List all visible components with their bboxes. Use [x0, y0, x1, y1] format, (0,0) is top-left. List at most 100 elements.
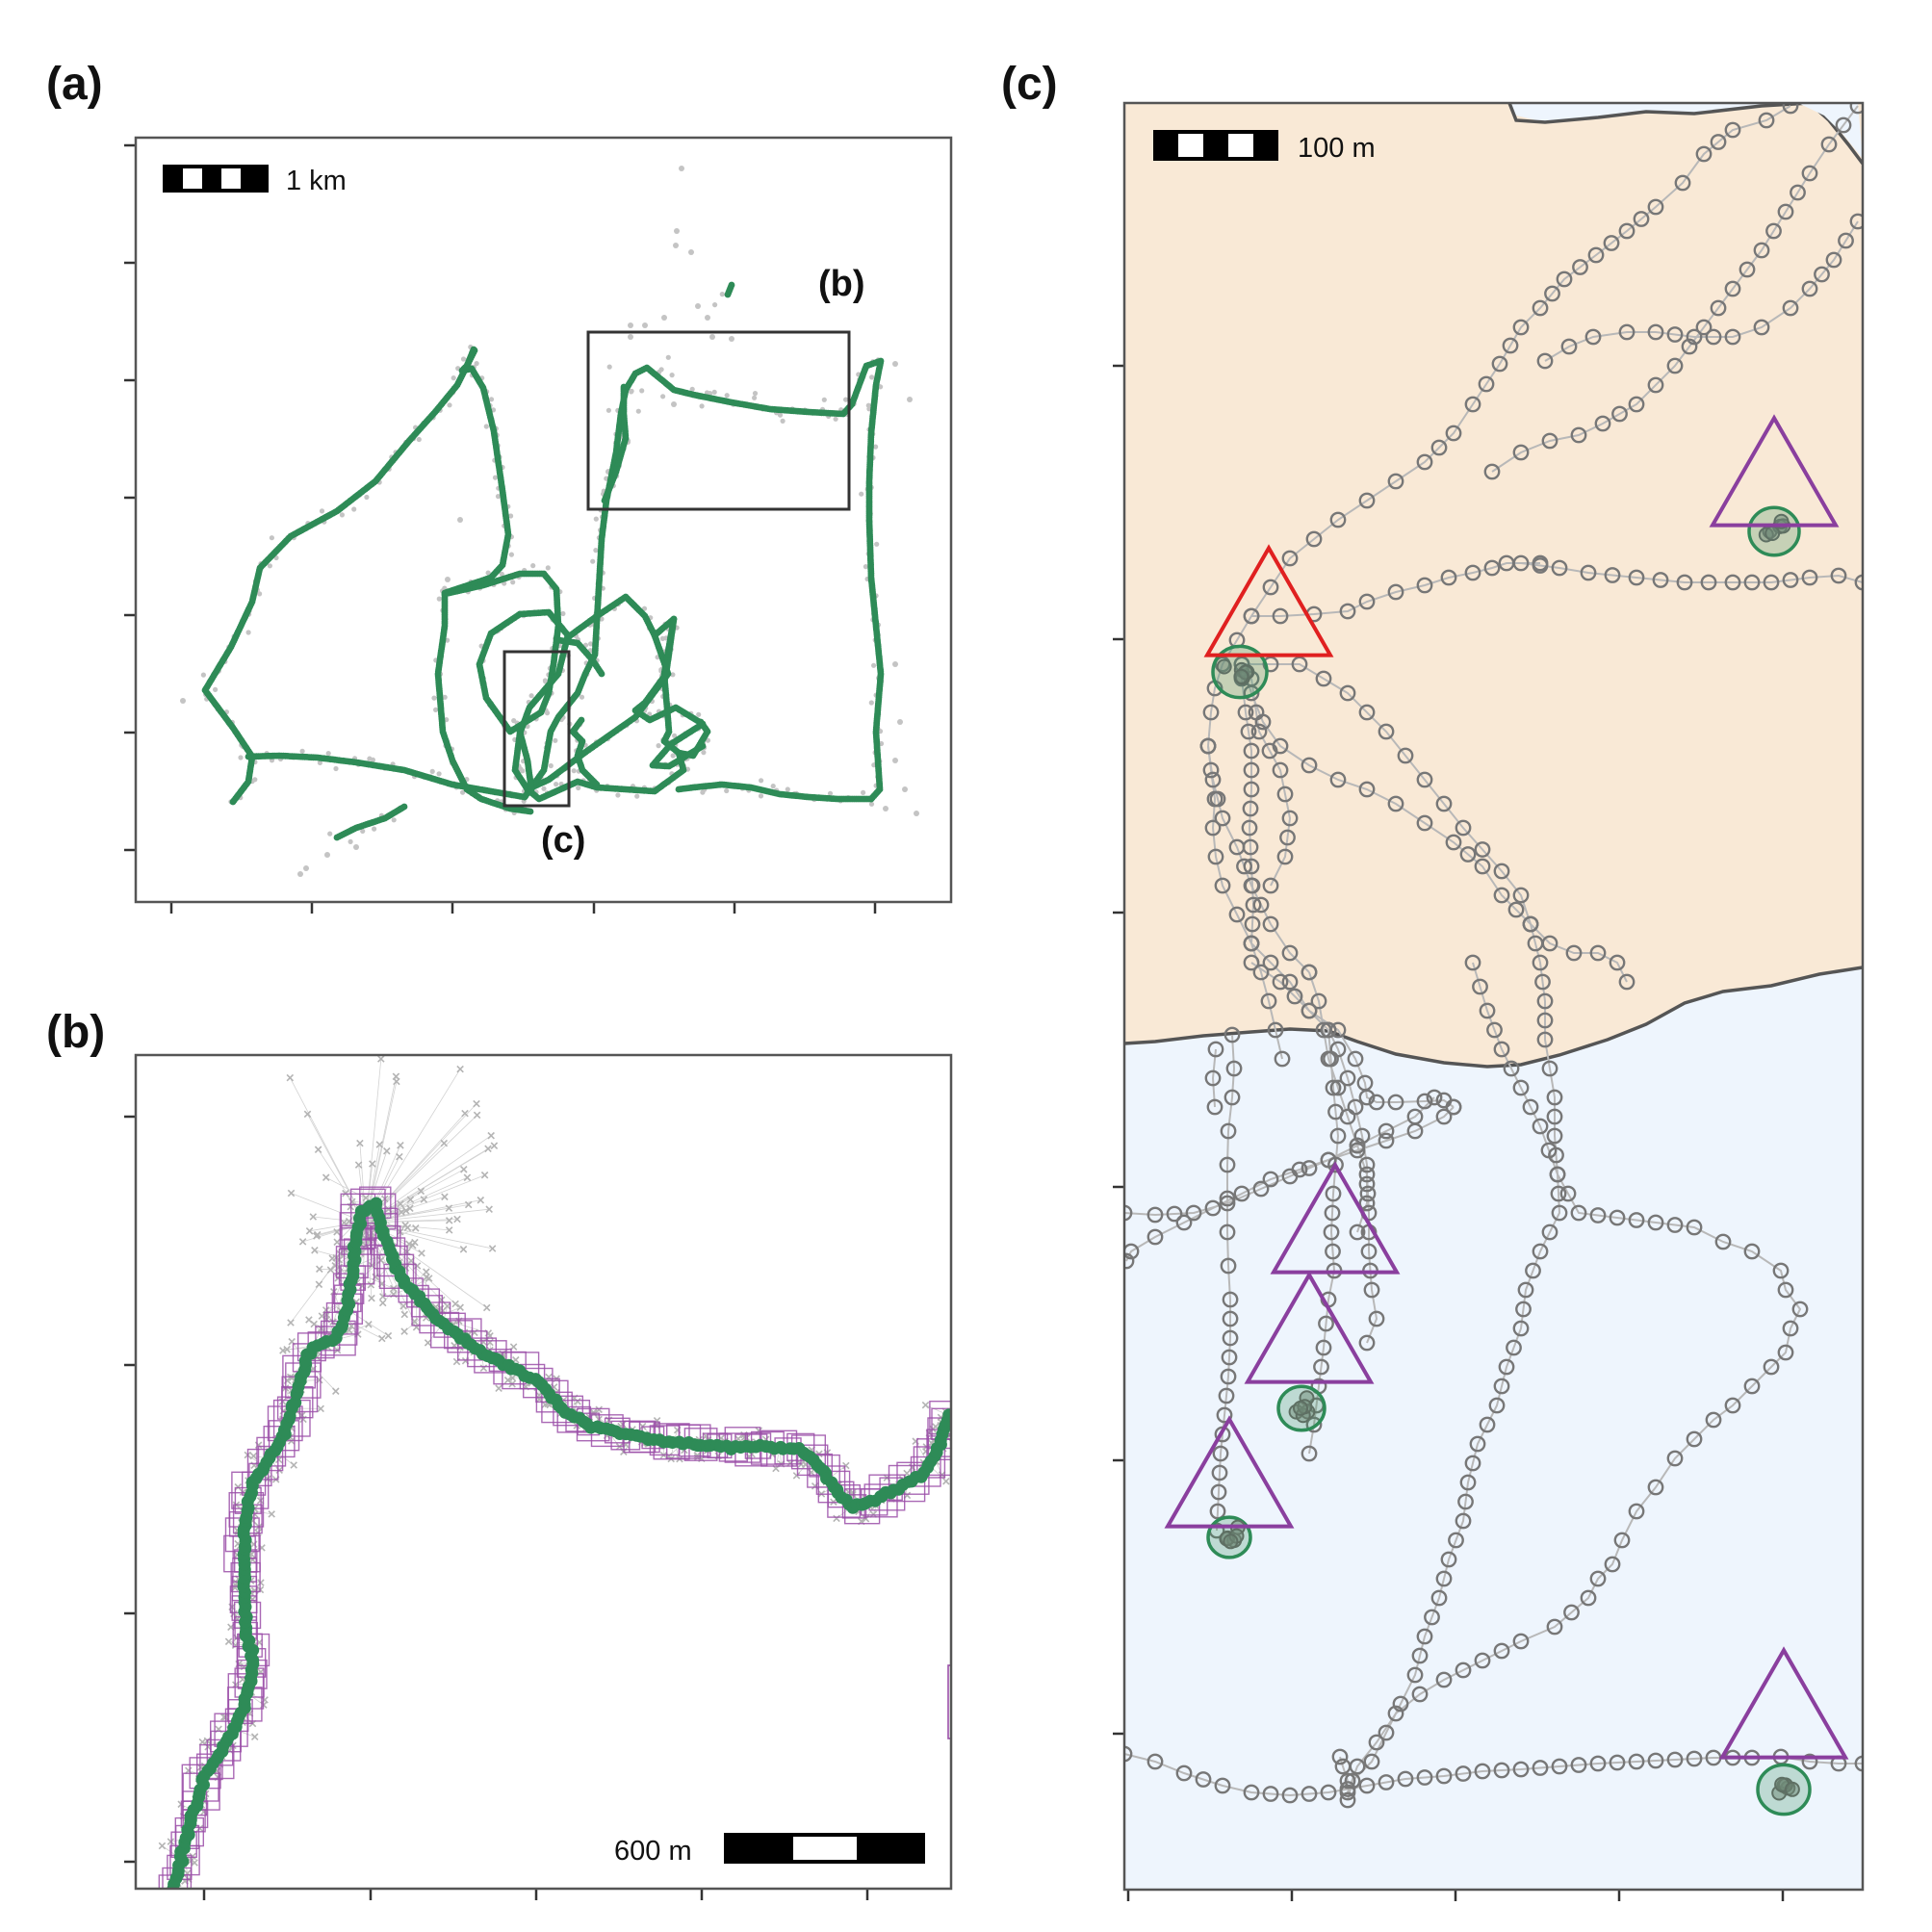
- raw-fix-cross: [490, 1142, 499, 1149]
- fix-circle: [1512, 1761, 1530, 1778]
- raw-fix-point: [391, 817, 397, 823]
- fix-circle: [1435, 1570, 1453, 1587]
- raw-fix-cross: [397, 1142, 404, 1149]
- fix-circle: [1628, 569, 1645, 586]
- fix-circle: [1416, 814, 1433, 832]
- error-box: [553, 1395, 584, 1427]
- fix-circle: [1291, 656, 1308, 673]
- fix-circle: [1512, 319, 1530, 336]
- raw-fix-cross: [362, 1194, 370, 1202]
- fix-circle: [1378, 1774, 1395, 1790]
- fix-circle: [1445, 834, 1462, 851]
- raw-fix-point: [238, 755, 244, 760]
- fix-circle: [1358, 1175, 1376, 1193]
- raw-fix-point: [579, 694, 585, 700]
- raw-fix-cross: [195, 1824, 204, 1833]
- raw-fix-point: [599, 616, 605, 622]
- raw-fix-point: [372, 826, 377, 832]
- fix-circle: [1464, 564, 1481, 581]
- raw-fix-point: [606, 364, 612, 370]
- raw-fix-cross: [377, 1055, 385, 1063]
- raw-fix-point: [892, 758, 898, 763]
- raw-fix-point: [868, 801, 875, 807]
- raw-fix-point: [759, 778, 764, 784]
- raw-fix-cross: [305, 1227, 314, 1235]
- fix-circle: [1724, 574, 1741, 591]
- raw-fix-cross: [400, 1327, 408, 1335]
- fix-circle: [1753, 242, 1770, 259]
- fix-circle: [1243, 781, 1260, 798]
- raw-fix-point: [642, 322, 648, 328]
- raw-fix-point: [445, 577, 451, 582]
- fix-circle: [1242, 800, 1259, 817]
- fix-circle: [1714, 1233, 1732, 1250]
- raw-fix-cross: [167, 1838, 175, 1845]
- panel-c-water-top: [1521, 103, 1863, 159]
- raw-fix-point: [588, 641, 594, 647]
- fix-circle: [1243, 954, 1260, 971]
- raw-fix-point: [545, 565, 551, 571]
- fix-circle: [1483, 559, 1501, 577]
- fix-circle: [1464, 396, 1481, 413]
- fix-circle: [1763, 574, 1780, 591]
- raw-fix-point: [431, 695, 437, 701]
- raw-fix-point: [495, 494, 502, 500]
- fix-circle: [1609, 954, 1626, 971]
- raw-fix-point: [859, 491, 864, 497]
- fix-circle: [1512, 444, 1530, 461]
- fix-circle: [1301, 1786, 1318, 1802]
- raw-link: [309, 1222, 359, 1232]
- raw-fix-point: [442, 694, 448, 700]
- fix-circle: [1349, 1142, 1366, 1159]
- raw-fix-cross: [445, 1217, 453, 1224]
- raw-fix-point: [821, 397, 827, 402]
- panel-b-smoothed-track: [167, 1197, 951, 1889]
- raw-fix-point: [719, 292, 725, 297]
- fix-circle: [1666, 1450, 1684, 1467]
- raw-link: [365, 1115, 477, 1224]
- raw-fix-cross: [418, 1249, 425, 1257]
- raw-fix-point: [671, 401, 677, 407]
- fix-circle: [1262, 954, 1279, 971]
- fix-circle: [1445, 1098, 1462, 1116]
- fix-circle: [1739, 261, 1756, 278]
- fix-circle: [1570, 1757, 1587, 1773]
- panel-a-smoothed-track: [201, 281, 885, 841]
- track-line: [1207, 105, 1791, 747]
- fix-circle: [1202, 704, 1220, 721]
- raw-fix-point: [700, 789, 706, 795]
- fix-circle: [1534, 973, 1551, 991]
- raw-fix-point: [634, 793, 640, 799]
- fix-circle: [1224, 1026, 1241, 1043]
- raw-fix-point: [451, 375, 456, 381]
- panel-a-label: (a): [46, 59, 103, 110]
- fix-circle: [1527, 935, 1544, 952]
- fix-circle: [1218, 1387, 1235, 1404]
- fix-circle: [1536, 992, 1554, 1010]
- error-box: [474, 1340, 507, 1374]
- fix-circle: [1243, 1784, 1260, 1801]
- error-box: [888, 1464, 926, 1503]
- raw-fix-point: [629, 389, 634, 395]
- fix-circle: [1358, 1089, 1376, 1106]
- raw-fix-point: [327, 831, 333, 837]
- fix-circle: [1801, 165, 1818, 182]
- raw-fix-cross: [399, 1302, 407, 1310]
- raw-fix-cross: [842, 1461, 850, 1470]
- fix-circle: [1541, 1060, 1558, 1077]
- raw-fix-point: [699, 403, 705, 409]
- raw-fix-cross: [367, 1280, 375, 1289]
- raw-fix-cross: [249, 1452, 258, 1460]
- fix-circle: [1329, 1079, 1347, 1096]
- fix-circle: [1224, 1089, 1241, 1106]
- fix-circle: [1220, 1368, 1237, 1385]
- raw-fix-cross: [460, 1166, 468, 1173]
- track-point: [527, 808, 534, 815]
- fix-circle: [1124, 1252, 1135, 1270]
- error-box: [263, 1425, 296, 1458]
- raw-fix-cross: [315, 1280, 323, 1289]
- fix-circle: [1488, 1397, 1506, 1414]
- raw-fix-cross: [331, 1262, 339, 1270]
- fix-circle: [1854, 574, 1863, 591]
- fix-circle: [1695, 319, 1713, 336]
